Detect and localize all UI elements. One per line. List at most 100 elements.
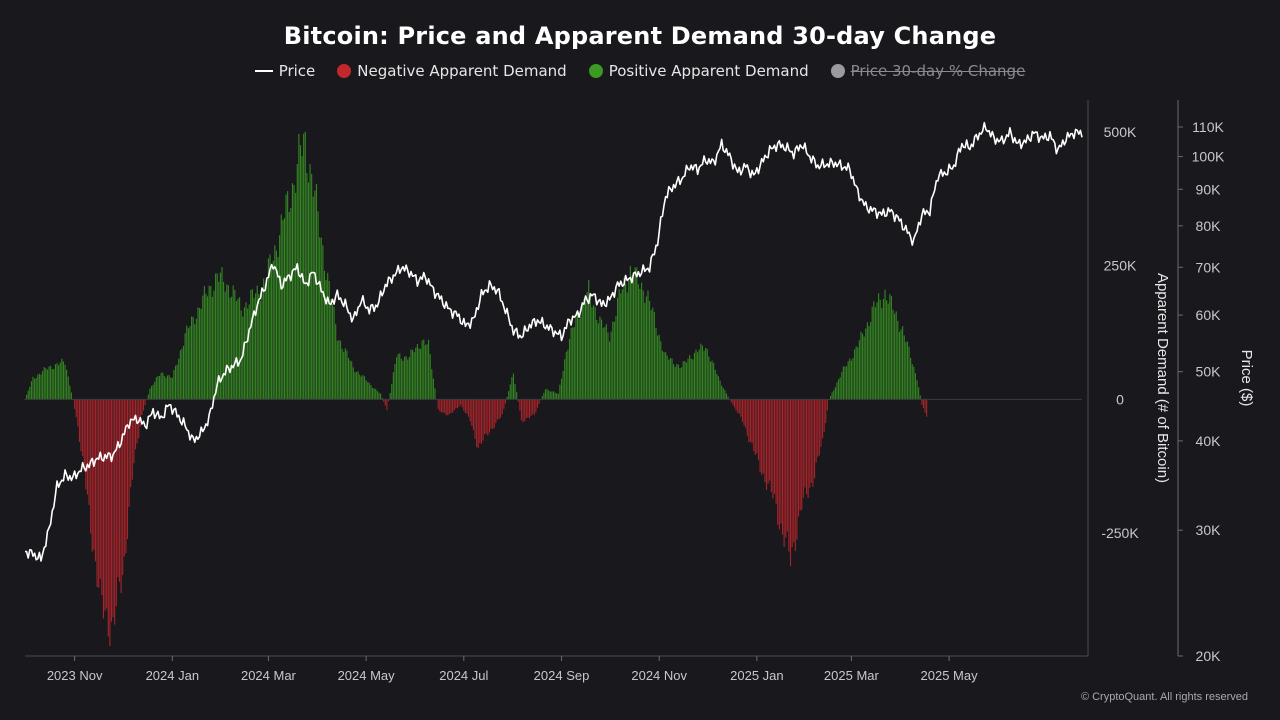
negative-demand-bar: [805, 399, 808, 495]
positive-demand-bar: [404, 356, 406, 400]
positive-demand-bar: [421, 340, 423, 400]
positive-demand-bar: [275, 250, 277, 400]
negative-demand-bar: [123, 399, 125, 557]
legend-line-icon: [254, 70, 273, 72]
negative-demand-bar: [807, 399, 809, 498]
positive-demand-bar: [290, 207, 292, 400]
positive-demand-bar: [378, 392, 380, 400]
positive-demand-bar: [283, 218, 285, 400]
negative-demand-bar: [517, 399, 519, 402]
negative-demand-bar: [118, 399, 121, 582]
negative-demand-bar: [387, 399, 390, 402]
negative-demand-bar: [86, 399, 89, 495]
positive-demand-bar: [830, 395, 832, 400]
positive-demand-bar: [203, 286, 205, 400]
positive-demand-bar: [391, 383, 393, 400]
positive-demand-bar: [245, 302, 247, 400]
y-right-ticks: 110K 100K 90K 80K 70K 60K 50K 40K 30K 20K: [1178, 119, 1225, 664]
positive-demand-bar: [892, 309, 894, 400]
negative-demand-bar: [461, 399, 463, 408]
negative-demand-bar: [83, 399, 85, 472]
negative-demand-bar: [440, 399, 442, 413]
positive-demand-bar: [576, 311, 579, 400]
positive-demand-bar: [572, 327, 574, 400]
positive-demand-bar: [868, 325, 870, 400]
positive-demand-bar: [375, 388, 377, 400]
negative-demand-bar: [93, 399, 95, 550]
positive-demand-bar: [379, 393, 382, 400]
positive-demand-bar: [365, 380, 367, 400]
positive-demand-bar: [64, 364, 66, 400]
negative-demand-bar: [536, 399, 539, 408]
positive-demand-bar: [602, 327, 604, 400]
positive-demand-bar: [360, 376, 362, 400]
positive-demand-bar: [349, 360, 351, 400]
positive-demand-bar: [352, 367, 354, 400]
positive-demand-bar: [855, 346, 857, 400]
negative-demand-bar: [126, 399, 129, 540]
negative-demand-bar: [826, 399, 828, 411]
legend-item-price-pct-change[interactable]: Price 30-day % Change: [830, 62, 1025, 80]
positive-demand-bar: [367, 382, 369, 400]
positive-demand-bar: [381, 397, 383, 400]
positive-demand-bar: [865, 328, 867, 400]
positive-demand-bar: [554, 392, 556, 400]
positive-demand-bar: [681, 367, 683, 400]
negative-demand-bar: [74, 399, 76, 409]
positive-demand-bar: [163, 375, 165, 400]
positive-demand-bar: [339, 340, 342, 400]
positive-demand-bar: [618, 288, 620, 400]
positive-demand-bar: [860, 331, 862, 400]
legend-item-negative-demand[interactable]: Negative Apparent Demand: [337, 62, 567, 80]
negative-demand-bar: [520, 399, 523, 421]
positive-demand-bar: [650, 310, 652, 400]
negative-demand-bar: [746, 399, 748, 436]
positive-demand-bar: [69, 385, 71, 400]
legend-item-positive-demand[interactable]: Positive Apparent Demand: [588, 62, 809, 80]
negative-demand-bar: [477, 399, 479, 448]
positive-demand-bar: [842, 366, 844, 400]
positive-demand-bar: [397, 354, 399, 400]
positive-demand-bar: [402, 360, 404, 400]
positive-demand-bar: [858, 340, 860, 400]
negative-demand-bar: [809, 399, 811, 488]
negative-demand-bar: [75, 399, 77, 418]
positive-demand-bar: [240, 310, 242, 400]
positive-demand-bar: [833, 390, 835, 400]
positive-demand-bar: [218, 281, 220, 400]
positive-demand-bar: [279, 235, 281, 400]
negative-demand-bar: [738, 399, 740, 414]
negative-demand-bar: [924, 399, 926, 413]
legend-item-price[interactable]: Price: [254, 62, 315, 80]
y-right-tick-label: 90K: [1196, 181, 1222, 197]
positive-demand-bar: [894, 313, 896, 400]
demand-bars: [24, 131, 928, 647]
negative-demand-bar: [786, 399, 788, 532]
positive-demand-bar: [407, 359, 409, 400]
negative-demand-bar: [530, 399, 532, 416]
positive-demand-bar: [653, 312, 655, 400]
positive-demand-bar: [556, 393, 558, 400]
negative-demand-bar: [751, 399, 753, 444]
negative-demand-bar: [492, 399, 494, 429]
negative-demand-bar: [495, 399, 497, 424]
positive-demand-bar: [674, 366, 676, 400]
positive-demand-bar: [549, 391, 551, 400]
positive-demand-bar: [543, 392, 545, 400]
negative-demand-bar: [732, 399, 734, 405]
positive-demand-bar: [250, 289, 252, 400]
positive-demand-bar: [679, 368, 681, 400]
positive-demand-bar: [298, 134, 300, 400]
negative-demand-bar: [458, 399, 460, 407]
positive-demand-bar: [373, 388, 375, 400]
positive-demand-bar: [620, 293, 622, 400]
negative-demand-bar: [825, 399, 827, 424]
positive-demand-bar: [420, 348, 422, 400]
positive-demand-bar: [919, 395, 921, 400]
positive-demand-bar: [701, 345, 703, 400]
positive-demand-bar: [224, 291, 226, 400]
negative-demand-bar: [139, 399, 141, 427]
positive-demand-bar: [552, 391, 555, 400]
positive-demand-bar: [181, 348, 183, 400]
y-right-tick-label: 60K: [1196, 307, 1222, 323]
